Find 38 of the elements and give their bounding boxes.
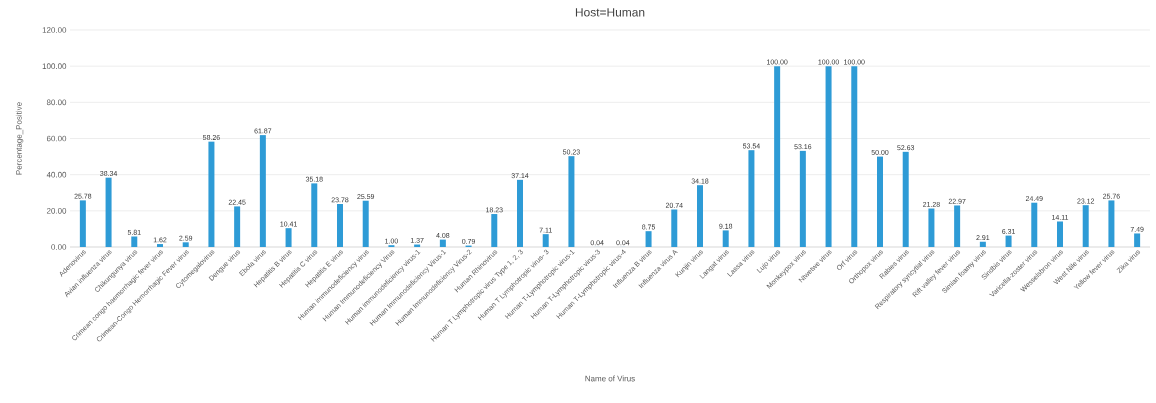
bar — [1057, 221, 1063, 247]
bar — [877, 156, 883, 247]
bar — [1005, 235, 1012, 247]
bar — [979, 241, 986, 247]
bar — [131, 236, 138, 247]
bar — [851, 66, 858, 247]
bar — [645, 231, 652, 247]
bar — [157, 244, 163, 247]
bar — [79, 200, 86, 247]
bar — [902, 151, 909, 247]
chart-title: Host=Human — [575, 8, 645, 17]
bar — [337, 204, 343, 247]
bar — [105, 177, 112, 247]
bar — [182, 242, 189, 247]
bar — [1108, 200, 1115, 247]
bar — [671, 209, 678, 247]
bar — [259, 135, 266, 247]
bar — [928, 208, 935, 247]
bar — [1134, 233, 1141, 247]
bar — [542, 234, 549, 247]
bar — [491, 214, 498, 247]
bar — [439, 239, 446, 247]
bar — [825, 66, 832, 247]
bar — [234, 206, 241, 247]
bar — [799, 150, 806, 247]
bar — [311, 183, 318, 247]
bar — [1031, 202, 1038, 247]
bar — [722, 230, 729, 247]
bar — [517, 179, 523, 247]
bar — [697, 185, 703, 247]
bar — [362, 200, 369, 247]
bar — [748, 150, 755, 247]
bar — [774, 66, 781, 247]
bar — [1082, 205, 1089, 247]
bar — [285, 228, 292, 247]
bar — [208, 141, 215, 247]
bar — [568, 156, 575, 247]
bar — [954, 205, 961, 247]
